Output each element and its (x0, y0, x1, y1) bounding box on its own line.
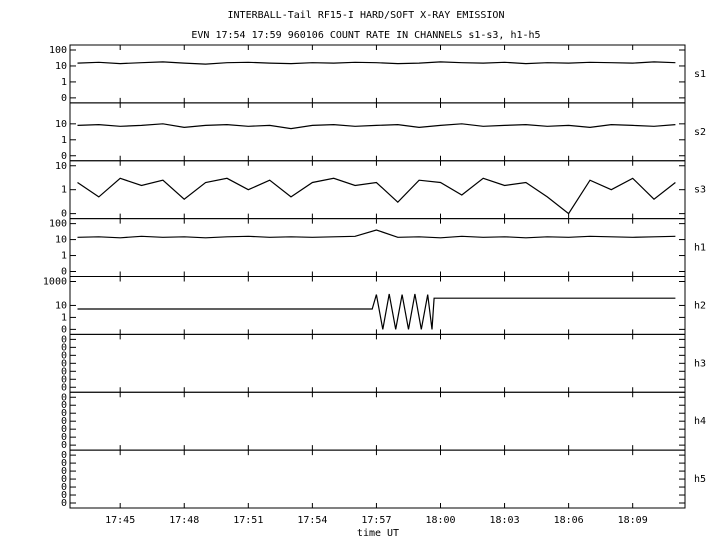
y-tick-label: 0 (61, 490, 67, 501)
y-tick-label: 0 (61, 350, 67, 361)
y-tick-label: 0 (61, 334, 67, 345)
y-tick-label: 0 (61, 466, 67, 477)
x-tick-label: 18:03 (490, 515, 520, 526)
data-line (77, 61, 676, 65)
panel-frame (69, 276, 686, 335)
panel-frame (69, 160, 686, 220)
x-tick-label: 17:45 (105, 515, 135, 526)
y-tick-label: 0 (61, 392, 67, 403)
y-tick-label: 1 (61, 185, 67, 196)
panel-frame (69, 44, 686, 104)
y-tick-label: 0 (61, 382, 67, 393)
y-tick-label: 10 (55, 161, 67, 172)
y-tick-label: 0 (61, 342, 67, 353)
y-tick-label: 0 (61, 93, 67, 104)
panel-label: h5 (694, 474, 706, 485)
y-tick-label: 10 (55, 61, 67, 72)
y-tick-label: 100 (49, 45, 67, 56)
chart-subtitle: EVN 17:54 17:59 960106 COUNT RATE IN CHA… (191, 30, 540, 41)
y-tick-label: 0 (61, 416, 67, 427)
y-tick-label: 100 (49, 219, 67, 230)
y-tick-label: 0 (61, 324, 67, 335)
y-tick-label: 0 (61, 267, 67, 278)
x-tick-label: 18:06 (554, 515, 584, 526)
y-tick-label: 1 (61, 135, 67, 146)
y-tick-label: 0 (61, 209, 67, 220)
y-tick-label: 10 (55, 119, 67, 130)
x-tick-label: 18:09 (618, 515, 648, 526)
panel-label: h1 (694, 243, 706, 254)
panel-frame (69, 333, 686, 393)
panel-label: s1 (694, 69, 706, 80)
y-tick-label: 1 (61, 251, 67, 262)
panel-frame (69, 391, 686, 451)
panel-label: h2 (694, 300, 706, 311)
y-tick-label: 0 (61, 374, 67, 385)
y-tick-label: 0 (61, 358, 67, 369)
y-tick-label: 10 (55, 300, 67, 311)
y-tick-label: 0 (61, 458, 67, 469)
data-line (77, 177, 676, 215)
data-line (77, 293, 676, 330)
x-tick-label: 17:48 (169, 515, 199, 526)
y-tick-label: 0 (61, 151, 67, 162)
y-tick-label: 1000 (43, 277, 67, 288)
x-axis-label: time UT (357, 528, 399, 539)
y-tick-label: 10 (55, 235, 67, 246)
y-tick-label: 0 (61, 400, 67, 411)
y-tick-label: 0 (61, 498, 67, 509)
y-tick-label: 0 (61, 432, 67, 443)
x-tick-label: 17:54 (297, 515, 327, 526)
x-tick-label: 18:00 (425, 515, 455, 526)
panel-label: s2 (694, 127, 706, 138)
y-tick-label: 0 (61, 440, 67, 451)
y-tick-label: 1 (61, 77, 67, 88)
x-tick-label: 17:51 (233, 515, 263, 526)
panel-label: s3 (694, 185, 706, 196)
data-line (77, 123, 676, 130)
y-tick-label: 0 (61, 482, 67, 493)
y-tick-label: 0 (61, 450, 67, 461)
data-line (77, 229, 676, 239)
panel-frame (69, 218, 686, 277)
y-tick-label: 0 (61, 474, 67, 485)
y-tick-label: 0 (61, 366, 67, 377)
y-tick-label: 0 (61, 408, 67, 419)
chart-title: INTERBALL-Tail RF15-I HARD/SOFT X-RAY EM… (228, 10, 505, 21)
x-tick-label: 17:57 (361, 515, 391, 526)
y-tick-label: 0 (61, 424, 67, 435)
panel-frame (69, 449, 686, 509)
panel-frame (69, 102, 686, 162)
y-tick-label: 1 (61, 312, 67, 323)
panel-label: h3 (694, 358, 706, 369)
panel-label: h4 (694, 416, 706, 427)
